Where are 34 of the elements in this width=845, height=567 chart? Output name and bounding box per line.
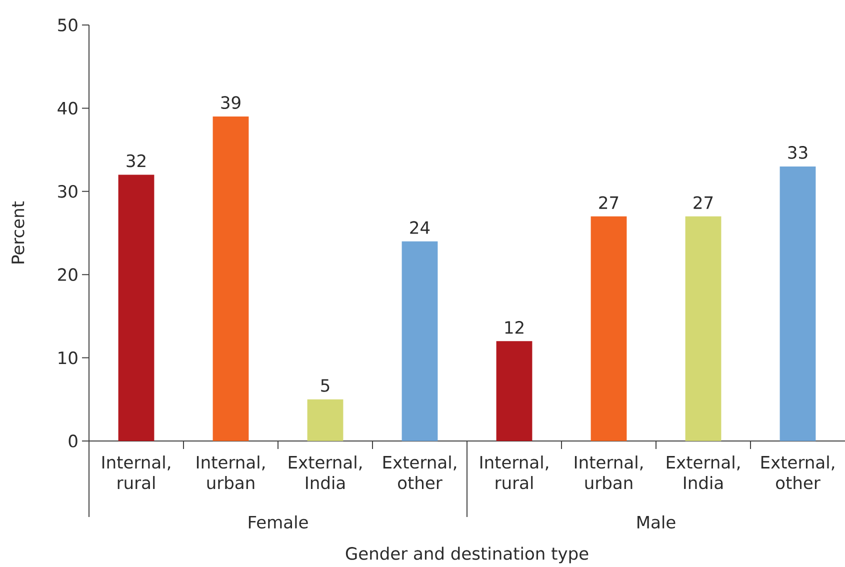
- bar: [212, 116, 249, 441]
- bar: [780, 166, 816, 441]
- data-label: 33: [788, 146, 808, 159]
- x-tick-label: External, other: [761, 456, 834, 490]
- bar: [402, 241, 438, 441]
- x-tick-label: Internal, urban: [574, 456, 643, 490]
- y-tick-label: 50: [58, 18, 78, 32]
- x-tick-label: Internal, rural: [480, 456, 548, 490]
- bar: [685, 216, 722, 441]
- y-axis-title: Percent: [12, 201, 24, 264]
- x-tick-label: External, India: [288, 456, 362, 490]
- bar: [496, 341, 532, 441]
- y-tick-label: 40: [58, 102, 78, 115]
- bar: [590, 216, 627, 441]
- data-label: 39: [221, 96, 240, 109]
- bar: [118, 174, 154, 441]
- data-label: 27: [694, 196, 713, 209]
- y-tick-label: 0: [68, 434, 78, 448]
- x-axis-title: Gender and destination type: [346, 546, 588, 564]
- bar: [307, 399, 344, 441]
- x-tick-label: External, other: [383, 456, 456, 490]
- data-label: 27: [599, 196, 618, 209]
- y-tick-label: 30: [58, 184, 78, 198]
- x-tick-label: Internal, rural: [102, 456, 170, 490]
- x-tick-label: External, India: [666, 456, 740, 490]
- y-tick-label: 10: [58, 351, 78, 364]
- data-label: 32: [126, 154, 146, 168]
- data-label: 5: [321, 379, 330, 392]
- data-label: 12: [505, 321, 524, 334]
- y-tick-label: 20: [58, 268, 78, 282]
- text: Female: [248, 515, 308, 529]
- text: Male: [638, 515, 676, 529]
- x-tick-label: Internal, urban: [196, 456, 265, 490]
- data-label: 24: [410, 221, 430, 234]
